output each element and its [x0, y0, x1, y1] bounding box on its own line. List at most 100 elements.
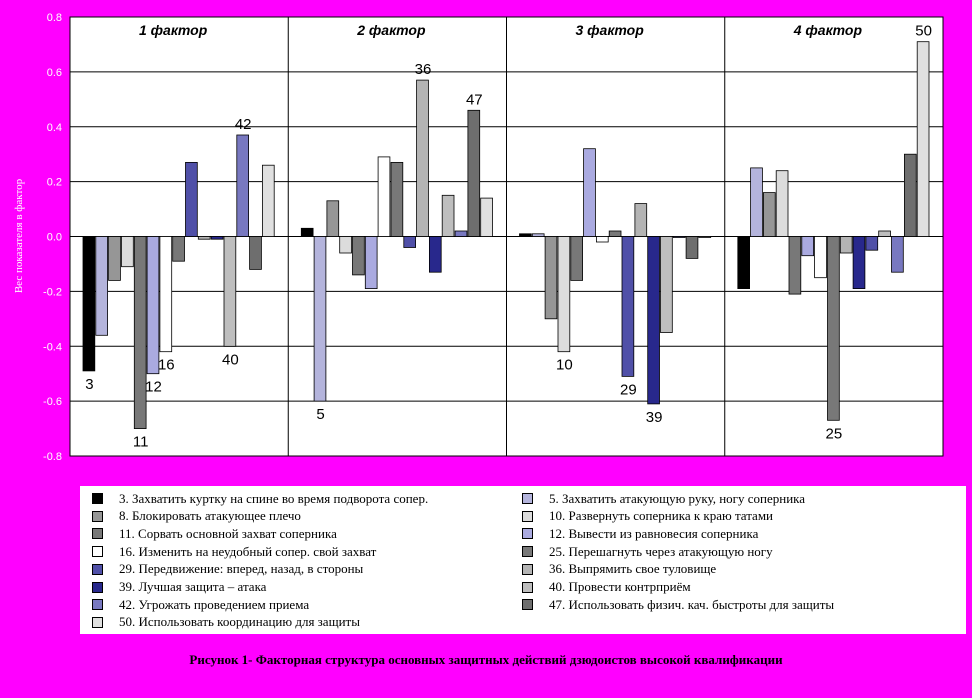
- y-tick-label: 0.4: [47, 122, 62, 134]
- legend-label: 42. Угрожать проведением приема: [119, 596, 310, 612]
- bar-5: [531, 233, 545, 237]
- bar-10: [557, 236, 571, 353]
- bar-47: [685, 236, 699, 259]
- legend-swatch: [92, 510, 103, 522]
- data-labels: 3 11 12 16 40 42 5 36 47 10 29 39 25 50: [85, 23, 932, 451]
- y-tick-labels: 0.8 0.6 0.4 0.2 0.0 -0.2 -0.4 -0.6 -0.8: [43, 12, 62, 463]
- legend-item: 40. Провести контрприём: [522, 579, 691, 596]
- legend-swatch: [92, 528, 103, 540]
- legend-swatch: [522, 493, 533, 504]
- bar-16: [814, 236, 827, 279]
- bar-42: [672, 236, 686, 238]
- bar-12: [583, 148, 596, 237]
- bar-3: [519, 233, 532, 237]
- data-label: 10: [556, 357, 573, 374]
- data-label: 5: [316, 406, 324, 423]
- y-tick-label: -0.8: [43, 451, 62, 463]
- legend-label: 47. Использовать физич. кач. быстроты дл…: [549, 596, 835, 612]
- bar-36: [416, 79, 429, 237]
- y-tick-label: 0.2: [47, 177, 62, 189]
- bar-5: [313, 236, 327, 402]
- bar-42: [891, 236, 904, 273]
- y-tick-label: -0.4: [43, 341, 62, 353]
- bar-16: [377, 156, 391, 237]
- bar-11: [570, 236, 583, 281]
- figure-caption: Рисунок 1- Факторная структура основных …: [189, 652, 783, 667]
- bar-29: [403, 236, 416, 248]
- y-tick-label: 0.0: [47, 232, 62, 244]
- data-label: 47: [466, 91, 483, 108]
- data-label: 25: [826, 425, 843, 442]
- legend-swatch: [92, 546, 103, 558]
- bar-12: [801, 236, 814, 257]
- data-label: 42: [235, 116, 252, 133]
- legend-label: 12. Вывести из равновесия соперника: [549, 525, 759, 541]
- legend-item: 3. Захватить куртку на спине во время по…: [92, 490, 428, 507]
- legend-item: 5. Захватить атакующую руку, ногу соперн…: [522, 490, 805, 507]
- legend-swatch: [522, 510, 533, 522]
- legend-swatch: [92, 599, 103, 611]
- bar-42: [236, 134, 250, 237]
- legend-swatch: [92, 563, 103, 575]
- legend-item: 16. Изменить на неудобный сопер. свой за…: [92, 543, 376, 560]
- legend-swatch: [92, 493, 103, 504]
- bar-42: [454, 230, 468, 237]
- bar-11: [352, 236, 365, 276]
- bar-29: [621, 236, 635, 377]
- y-tick-label: 0.8: [47, 12, 62, 24]
- legend: 3. Захватить куртку на спине во время по…: [80, 486, 966, 634]
- legend-label: 16. Изменить на неудобный сопер. свой за…: [119, 543, 377, 559]
- bar-39: [428, 236, 442, 273]
- bar-47: [904, 153, 917, 237]
- legend-item: 8. Блокировать атакующее плечо: [92, 508, 301, 525]
- data-label: 36: [415, 61, 432, 78]
- legend-label: 36. Выпрямить свое туловище: [549, 561, 717, 577]
- legend-item: 10. Развернуть соперника к краю татами: [522, 508, 773, 525]
- bar-40: [223, 236, 237, 347]
- bar-39: [852, 236, 866, 289]
- data-label: 40: [222, 351, 239, 368]
- data-label: 39: [646, 409, 663, 426]
- bar-40: [660, 236, 673, 333]
- bar-39: [647, 236, 660, 405]
- bar-50: [698, 236, 712, 238]
- data-label: 50: [915, 23, 932, 40]
- data-label: 29: [620, 381, 637, 398]
- group-title: 3 фактор: [575, 22, 644, 38]
- bar-10: [775, 170, 789, 237]
- bar-36: [839, 236, 853, 254]
- legend-label: 50. Использовать координацию для защиты: [119, 614, 360, 630]
- legend-item: 11. Сорвать основной захват соперника: [92, 525, 337, 542]
- bar-47: [249, 236, 262, 270]
- legend-label: 5. Захватить атакующую руку, ногу соперн…: [549, 490, 806, 506]
- bar-8: [108, 236, 121, 281]
- bar-50: [261, 164, 275, 237]
- bar-47: [467, 109, 481, 237]
- bar-36: [197, 236, 211, 240]
- y-tick-label: -0.2: [43, 286, 62, 298]
- bar-36: [634, 203, 648, 237]
- bar-40: [441, 194, 455, 237]
- bar-25: [390, 161, 404, 237]
- bar-5: [750, 167, 763, 237]
- bar-50: [480, 197, 493, 237]
- group-title: 2 фактор: [356, 22, 426, 38]
- bar-10: [339, 236, 352, 254]
- legend-swatch: [522, 528, 533, 540]
- data-label: 12: [145, 379, 162, 396]
- legend-swatch: [522, 563, 533, 575]
- bar-8: [544, 236, 558, 320]
- bar-25: [608, 230, 622, 237]
- legend-item: 42. Угрожать проведением приема: [92, 596, 309, 613]
- bar-29: [865, 236, 879, 251]
- bar-16: [596, 236, 609, 243]
- legend-swatch: [522, 599, 533, 611]
- bar-10: [121, 236, 134, 268]
- chart: 0.8 0.6 0.4 0.2 0.0 -0.2 -0.4 -0.6 -0.8 1 фактор…: [13, 12, 944, 463]
- legend-label: 29. Передвижение: вперед, назад, в сторо…: [119, 561, 364, 577]
- legend-swatch: [522, 546, 533, 558]
- bar-16: [159, 236, 173, 353]
- bar-25: [827, 236, 840, 421]
- legend-item: 47. Использовать физич. кач. быстроты дл…: [522, 596, 834, 613]
- legend-item: 12. Вывести из равновесия соперника: [522, 525, 758, 542]
